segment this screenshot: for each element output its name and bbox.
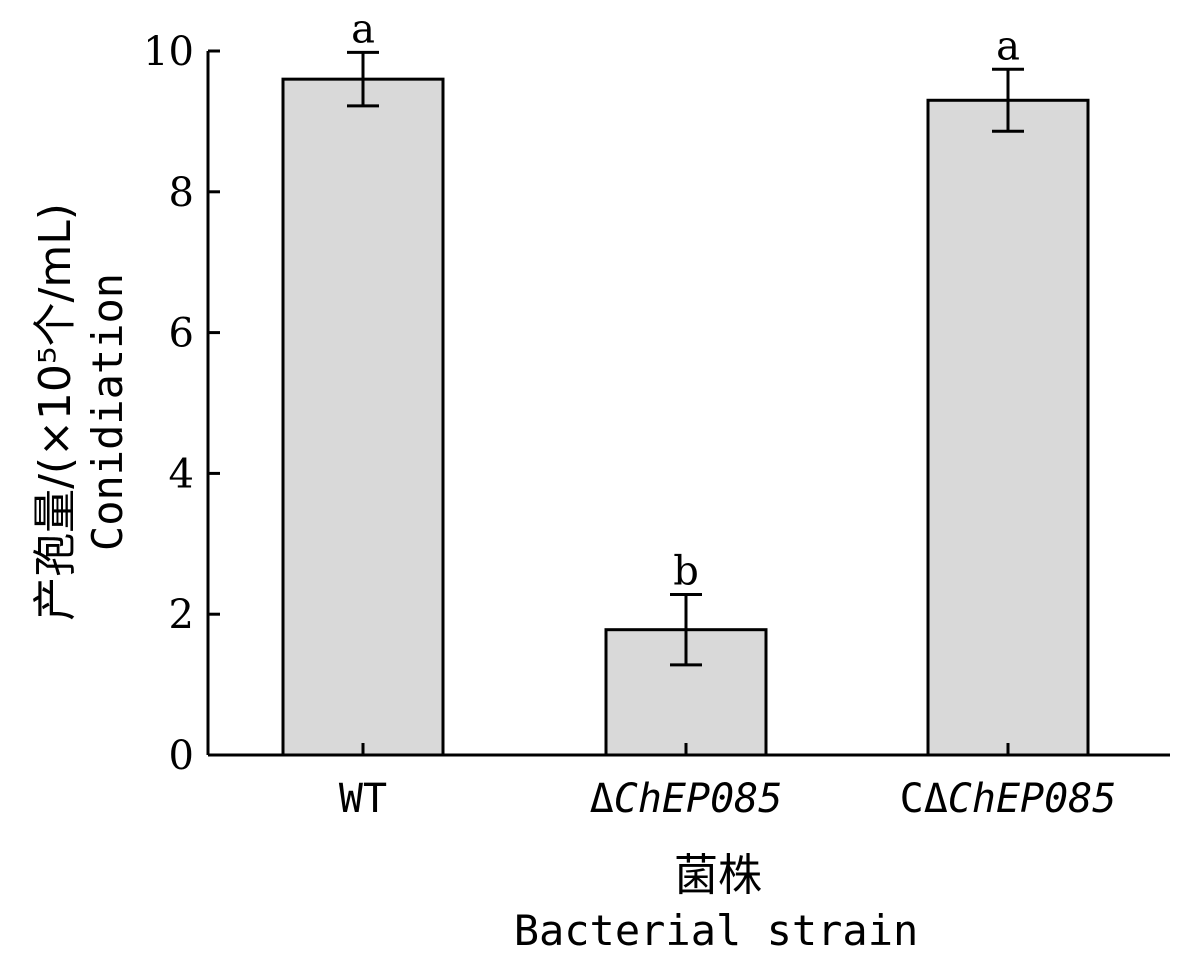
category-label-prefix: CΔ (900, 776, 948, 822)
significance-label: a (996, 23, 1020, 69)
category-label-name: ChEP085 (614, 776, 783, 822)
category-label: WT (339, 776, 387, 822)
category-label-name: ChEP085 (948, 776, 1117, 822)
error-bars-layer (347, 50, 1024, 667)
x-axis-title-cn: 菌株 (674, 850, 762, 901)
bar (281, 77, 445, 757)
category-label-name: WT (339, 776, 387, 822)
ticks-layer (208, 49, 1010, 757)
significance-label: a (351, 6, 375, 52)
category-label: CΔChEP085 (900, 776, 1117, 822)
y-axis-title-cn: 产孢量/(×10⁵个/mL) (30, 203, 81, 621)
y-tick-label: 10 (143, 29, 194, 75)
y-tick-label: 6 (169, 311, 194, 357)
x-axis-title-en: Bacterial strain (514, 906, 919, 955)
category-label-prefix: Δ (590, 776, 614, 822)
significance-label: b (673, 548, 699, 594)
category-label: ΔChEP085 (590, 776, 783, 822)
y-tick-label: 4 (169, 451, 194, 497)
y-tick-label: 2 (169, 592, 194, 638)
y-tick-label: 8 (169, 170, 194, 216)
axes-layer (206, 51, 1170, 757)
y-axis-title-en: Conidiation (83, 273, 132, 551)
bar (926, 98, 1090, 757)
y-tick-label: 0 (169, 733, 194, 779)
